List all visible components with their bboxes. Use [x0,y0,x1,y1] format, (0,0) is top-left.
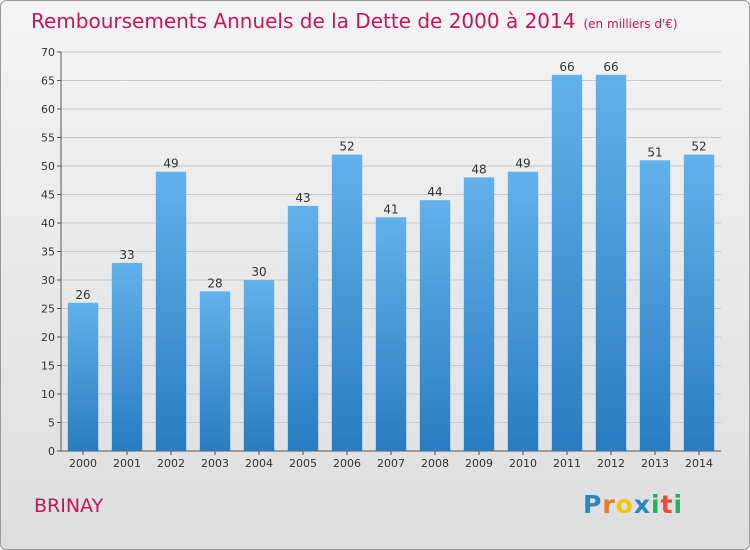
bar-2005 [287,205,319,451]
value-label-2014: 52 [691,140,706,154]
value-label-2004: 30 [251,265,266,279]
y-tick-label: 5 [48,417,55,430]
y-tick-label: 20 [41,331,55,344]
y-tick-label: 50 [41,160,55,173]
proxiti-logo: Proxiti [583,490,683,519]
bar-2004 [243,280,275,451]
y-tick-label: 30 [41,274,55,287]
logo-letter: P [583,490,603,519]
bar-2012 [595,74,627,452]
x-tick-label-2013: 2013 [641,457,669,470]
bar-2007 [375,217,407,451]
value-label-2001: 33 [119,248,134,262]
bar-2003 [199,291,231,451]
value-label-2002: 49 [163,157,178,171]
value-label-2006: 52 [339,140,354,154]
bar-2006 [331,154,363,451]
y-tick-label: 15 [41,360,55,373]
y-tick-label: 70 [41,46,55,59]
logo-letter: r [602,490,616,519]
x-tick-label-2009: 2009 [465,457,493,470]
x-tick-label-2001: 2001 [113,457,141,470]
labels: 2000 26 2001 33 2002 49 2003 28 2004 30 2005 43 2006… [69,60,713,470]
x-tick-label-2008: 2008 [421,457,449,470]
bar-2010 [507,171,539,451]
value-label-2009: 48 [471,162,486,176]
y-tick-label: 0 [48,445,55,458]
value-label-2013: 51 [647,145,662,159]
chart-unit: (en milliers d'€) [583,17,678,31]
x-tick-label-2000: 2000 [69,457,97,470]
logo-letter: i [651,490,661,519]
x-tick-label-2003: 2003 [201,457,229,470]
bar-2011 [551,74,583,452]
y-tick-label: 55 [41,132,55,145]
bar-2002 [155,171,187,451]
x-tick-label-2011: 2011 [553,457,581,470]
value-label-2008: 44 [427,185,442,199]
x-tick-label-2004: 2004 [245,457,273,470]
y-tick-label: 10 [41,388,55,401]
value-label-2012: 66 [603,60,618,74]
bars [67,74,715,452]
value-label-2000: 26 [75,288,90,302]
bar-2014 [683,154,715,451]
x-tick-label-2012: 2012 [597,457,625,470]
y-tick-label: 45 [41,189,55,202]
chart-title-text: Remboursements Annuels de la Dette de 20… [31,9,576,33]
y-tick-label: 25 [41,303,55,316]
logo-letter: o [615,490,634,519]
value-label-2003: 28 [207,276,222,290]
bar-2001 [111,262,143,451]
x-tick-label-2014: 2014 [685,457,713,470]
bar-2008 [419,200,451,451]
value-label-2005: 43 [295,191,310,205]
logo-letter: i [673,490,684,519]
bar-2009 [463,177,495,451]
x-tick-label-2006: 2006 [333,457,361,470]
value-label-2010: 49 [515,157,530,171]
chart-title: Remboursements Annuels de la Dette de 20… [31,9,678,33]
town-name: BRINAY [34,495,104,517]
x-tick-label-2010: 2010 [509,457,537,470]
logo-letter: t [660,490,674,519]
x-tick-label-2005: 2005 [289,457,317,470]
y-tick-label: 40 [41,217,55,230]
x-tick-label-2002: 2002 [157,457,185,470]
value-label-2011: 66 [559,60,574,74]
x-tick-label-2007: 2007 [377,457,405,470]
y-tick-label: 65 [41,75,55,88]
logo-letter: x [633,490,651,519]
bar-2000 [67,302,99,451]
value-label-2007: 41 [383,202,398,216]
y-tick-label: 60 [41,103,55,116]
y-tick-label: 35 [41,246,55,259]
bar-2013 [639,160,671,452]
